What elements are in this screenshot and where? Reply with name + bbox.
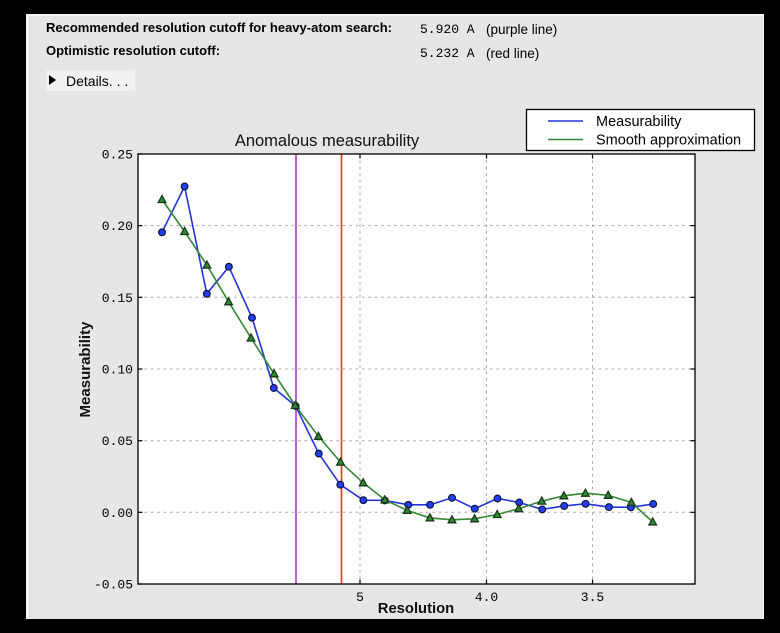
svg-text:0.10: 0.10 [102, 363, 133, 378]
svg-text:Measurability: Measurability [596, 114, 682, 130]
svg-text:4.0: 4.0 [475, 590, 498, 605]
svg-text:0.20: 0.20 [102, 219, 133, 234]
svg-text:Measurability: Measurability [77, 321, 94, 418]
svg-text:Anomalous measurability: Anomalous measurability [235, 132, 420, 150]
svg-text:3.5: 3.5 [581, 590, 604, 605]
svg-text:-0.05: -0.05 [94, 578, 133, 593]
svg-text:0.00: 0.00 [102, 506, 133, 521]
svg-text:5: 5 [356, 590, 364, 605]
svg-text:0.15: 0.15 [102, 291, 133, 306]
svg-text:Smooth approximation: Smooth approximation [596, 133, 741, 149]
svg-text:Resolution: Resolution [378, 601, 454, 617]
svg-text:0.05: 0.05 [102, 434, 133, 449]
svg-text:0.25: 0.25 [102, 148, 133, 163]
